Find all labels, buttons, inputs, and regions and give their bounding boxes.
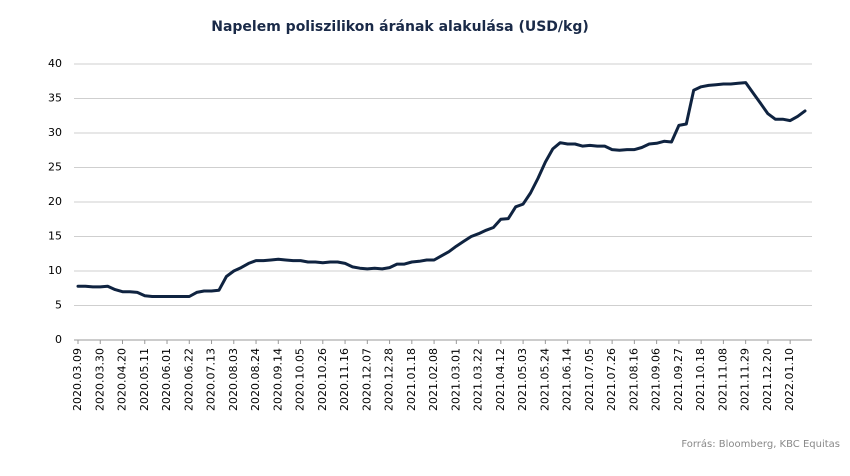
x-tick-label: 2021.05.24 xyxy=(538,348,551,411)
x-tick-label: 2022.01.10 xyxy=(783,348,796,411)
y-tick-label: 30 xyxy=(48,126,62,139)
y-tick-label: 25 xyxy=(48,161,62,174)
x-tick-label: 2021.05.03 xyxy=(516,348,529,411)
x-tick-label: 2020.05.11 xyxy=(138,348,151,411)
source: Forrás: Bloomberg, KBC Equitas xyxy=(681,438,840,450)
x-tick-label: 2021.09.06 xyxy=(650,348,663,411)
x-tick-label: 2020.12.07 xyxy=(360,348,373,411)
x-tick-label: 2020.12.28 xyxy=(383,348,396,411)
x-tick-label: 2021.06.14 xyxy=(561,348,574,411)
x-tick-label: 2021.03.22 xyxy=(472,348,485,411)
y-tick-label: 40 xyxy=(48,57,62,70)
x-tick-label: 2020.06.01 xyxy=(160,348,173,411)
x-tick-label: 2021.08.16 xyxy=(627,348,640,411)
y-tick-label: 10 xyxy=(48,264,62,277)
line xyxy=(76,81,807,298)
y-tick-label: 5 xyxy=(55,299,62,312)
y-tick-label: 0 xyxy=(55,333,62,346)
y-tick-label: 35 xyxy=(48,92,62,105)
chart-title: Napelem poliszilikon árának alakulása (U… xyxy=(211,19,589,35)
x-tick-label: 2020.07.13 xyxy=(205,348,218,411)
y-tick-label: 20 xyxy=(48,195,62,208)
x-tick-label: 2021.02.08 xyxy=(427,348,440,411)
x-tick-label: 2021.10.18 xyxy=(694,348,707,411)
x-tick-label: 2021.03.01 xyxy=(449,348,462,411)
x-tick-label: 2020.09.14 xyxy=(271,348,284,411)
x-tick-label: 2020.10.26 xyxy=(316,348,329,411)
x-tick-label: 2020.03.30 xyxy=(93,348,106,411)
x-tick-label: 2020.08.24 xyxy=(249,348,262,411)
x-tick-label: 2021.07.05 xyxy=(583,348,596,411)
y-tick-label: 15 xyxy=(48,230,62,243)
x-tick-label: 2020.11.16 xyxy=(338,348,351,411)
x-tick-label: 2020.10.05 xyxy=(294,348,307,411)
x-tick-label: 2021.09.27 xyxy=(672,348,685,411)
x-tick-label: 2020.04.20 xyxy=(116,348,129,411)
x-tick-label: 2021.01.18 xyxy=(405,348,418,411)
x-tick-label: 2021.11.29 xyxy=(739,348,752,411)
x-tick-label: 2020.06.22 xyxy=(182,348,195,411)
x-tick-label: 2021.07.26 xyxy=(605,348,618,411)
x-tick-label: 2021.11.08 xyxy=(716,348,729,411)
x-tick-label: 2020.03.09 xyxy=(71,348,84,411)
x-tick-label: 2020.08.03 xyxy=(227,348,240,411)
x-tick-label: 2021.12.20 xyxy=(761,348,774,411)
x-tick-label: 2021.04.12 xyxy=(494,348,507,411)
